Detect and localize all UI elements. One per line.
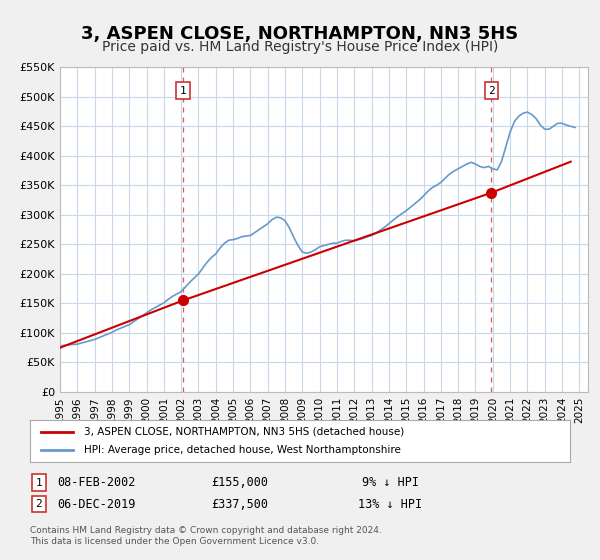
Text: 1: 1	[35, 478, 43, 488]
Text: 9% ↓ HPI: 9% ↓ HPI	[361, 476, 419, 489]
Text: 08-FEB-2002: 08-FEB-2002	[57, 476, 135, 489]
Text: Price paid vs. HM Land Registry's House Price Index (HPI): Price paid vs. HM Land Registry's House …	[102, 40, 498, 54]
Text: £155,000: £155,000	[212, 476, 269, 489]
Text: 13% ↓ HPI: 13% ↓ HPI	[358, 497, 422, 511]
Text: 2: 2	[35, 499, 43, 509]
Text: 06-DEC-2019: 06-DEC-2019	[57, 497, 135, 511]
Text: 2: 2	[488, 86, 495, 96]
Text: HPI: Average price, detached house, West Northamptonshire: HPI: Average price, detached house, West…	[84, 445, 401, 455]
Text: 3, ASPEN CLOSE, NORTHAMPTON, NN3 5HS (detached house): 3, ASPEN CLOSE, NORTHAMPTON, NN3 5HS (de…	[84, 427, 404, 437]
Text: 1: 1	[179, 86, 186, 96]
Text: £337,500: £337,500	[212, 497, 269, 511]
Text: Contains HM Land Registry data © Crown copyright and database right 2024.
This d: Contains HM Land Registry data © Crown c…	[30, 526, 382, 546]
Text: 3, ASPEN CLOSE, NORTHAMPTON, NN3 5HS: 3, ASPEN CLOSE, NORTHAMPTON, NN3 5HS	[82, 25, 518, 43]
